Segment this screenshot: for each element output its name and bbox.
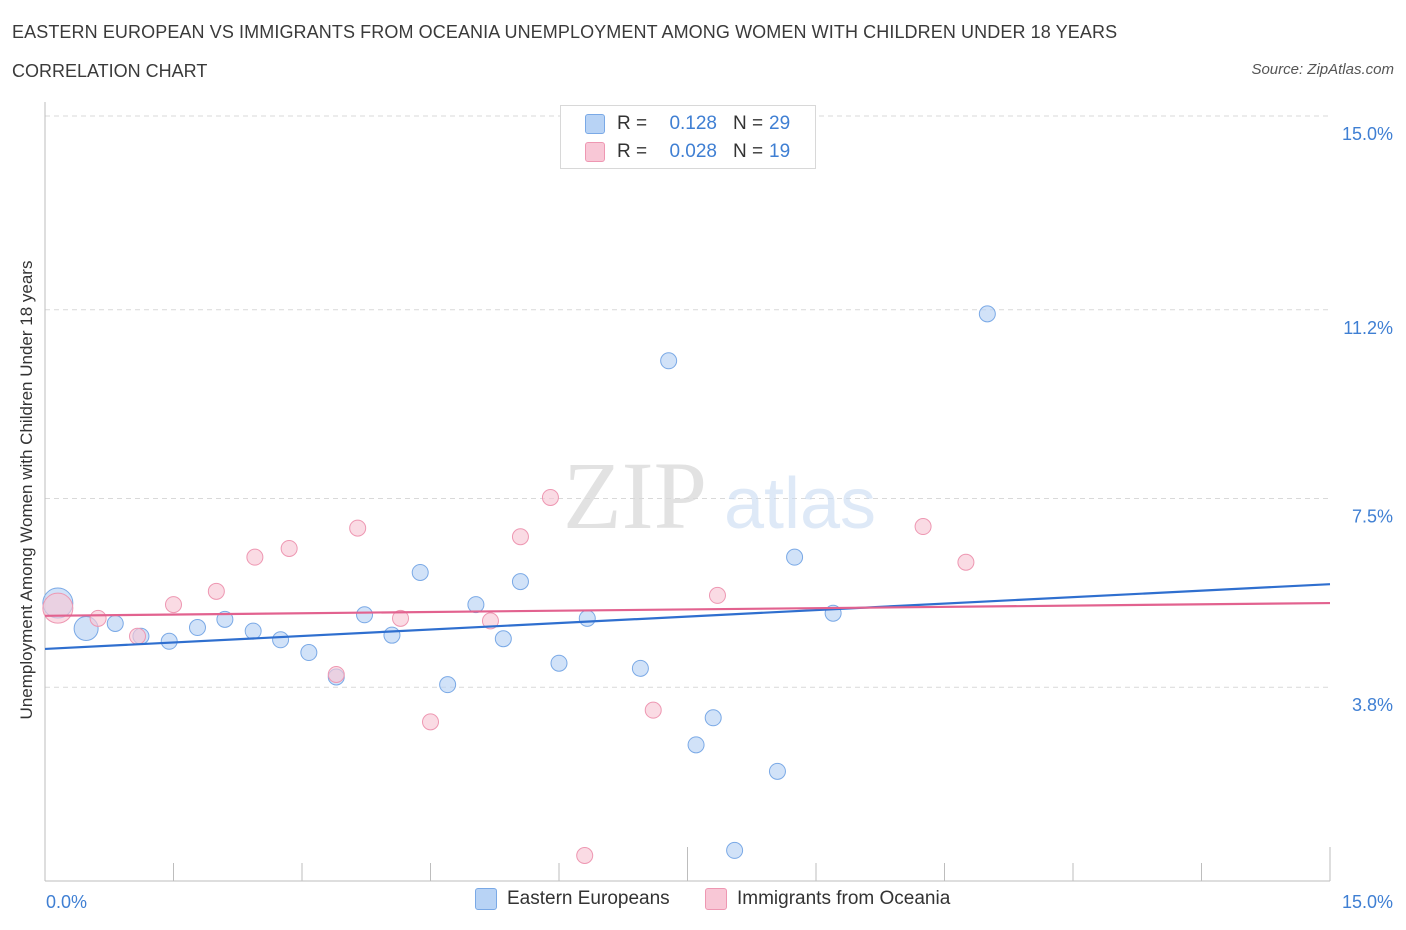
stats-legend-row-eastern-europeans: R = 0.128 N = 29 bbox=[585, 111, 790, 137]
legend-item-eastern-europeans: Eastern Europeans bbox=[475, 888, 670, 910]
scatter-point bbox=[349, 519, 367, 537]
y-tick-label: 15.0% bbox=[1342, 124, 1393, 144]
scatter-point bbox=[129, 627, 147, 645]
trend-line-eastern-europeans bbox=[44, 583, 1331, 651]
legend-label-immigrants-from-oceania: Immigrants from Oceania bbox=[737, 888, 951, 909]
legend-n-label: N = bbox=[733, 113, 764, 134]
scatter-point bbox=[914, 518, 932, 536]
scatter-point bbox=[704, 709, 722, 727]
legend-r-label: R = bbox=[617, 141, 648, 162]
series-legend: Eastern Europeans Immigrants from Oceani… bbox=[0, 888, 1406, 916]
scatter-point bbox=[216, 610, 234, 628]
scatter-point bbox=[660, 352, 678, 370]
scatter-point bbox=[726, 841, 744, 859]
y-tick-label: 3.8% bbox=[1352, 695, 1393, 715]
stats-legend: R = 0.128 N = 29 R = 0.028 N = 19 bbox=[560, 105, 816, 169]
scatter-point bbox=[541, 488, 559, 506]
scatter-point bbox=[631, 659, 649, 677]
scatter-point bbox=[106, 614, 124, 632]
grid-lines bbox=[45, 115, 1330, 688]
scatter-point bbox=[272, 631, 290, 649]
y-axis-label-wrap: Unemployment Among Women with Children U… bbox=[4, 210, 50, 770]
scatter-point bbox=[467, 596, 485, 614]
scatter-point bbox=[786, 548, 804, 566]
scatter-point bbox=[439, 676, 457, 694]
x-tick-label: 15.0% bbox=[1342, 892, 1393, 912]
trend-lines bbox=[44, 583, 1331, 651]
scatter-point bbox=[511, 573, 529, 591]
scatter-point bbox=[392, 609, 410, 627]
series-points-immigrants-from-oceania bbox=[42, 488, 975, 864]
scatter-point bbox=[160, 632, 178, 650]
scatter-point bbox=[300, 644, 318, 662]
axes bbox=[44, 102, 1331, 882]
scatter-point bbox=[481, 612, 499, 630]
scatter-point bbox=[644, 701, 662, 719]
watermark-zip: ZIP bbox=[563, 442, 707, 549]
legend-n-label: N = bbox=[733, 141, 764, 162]
scatter-point bbox=[244, 622, 262, 640]
scatter-point bbox=[578, 609, 596, 627]
scatter-point bbox=[165, 596, 182, 614]
x-tick-label: 0.0% bbox=[46, 892, 87, 912]
scatter-point bbox=[511, 528, 529, 546]
scatter-point bbox=[708, 586, 726, 604]
scatter-point bbox=[494, 630, 512, 648]
legend-r-value: 0.128 bbox=[669, 113, 717, 134]
scatter-point bbox=[383, 626, 401, 644]
scatter-point bbox=[768, 762, 786, 780]
legend-swatch-eastern-europeans bbox=[585, 114, 605, 134]
y-tick-label: 7.5% bbox=[1352, 507, 1393, 527]
legend-item-immigrants-from-oceania: Immigrants from Oceania bbox=[705, 888, 950, 910]
scatter-point bbox=[356, 606, 374, 624]
y-tick-label: 11.2% bbox=[1343, 318, 1393, 338]
legend-swatch-immigrants-from-oceania bbox=[705, 888, 727, 910]
scatter-point bbox=[327, 665, 345, 683]
watermark-atlas: atlas bbox=[724, 464, 876, 544]
y-axis-label: Unemployment Among Women with Children U… bbox=[17, 260, 36, 720]
source-credit: Source: ZipAtlas.com bbox=[1251, 61, 1394, 78]
scatter-point bbox=[207, 582, 225, 600]
legend-r-value: 0.028 bbox=[669, 141, 717, 162]
chart-subtitle: CORRELATION CHART bbox=[12, 61, 208, 81]
scatter-point bbox=[550, 654, 568, 672]
legend-swatch-immigrants-from-oceania bbox=[585, 142, 605, 162]
chart-title: EASTERN EUROPEAN VS IMMIGRANTS FROM OCEA… bbox=[12, 22, 1118, 42]
series-points-eastern-europeans bbox=[42, 305, 996, 859]
stats-legend-row-immigrants-from-oceania: R = 0.028 N = 19 bbox=[585, 139, 790, 165]
legend-n-value: 29 bbox=[769, 113, 791, 134]
x-tick-labels: 0.0% 15.0% bbox=[46, 892, 1393, 912]
trend-line-immigrants-from-oceania bbox=[44, 601, 1331, 617]
scatter-point bbox=[280, 539, 298, 557]
legend-n-value: 19 bbox=[769, 141, 791, 162]
scatter-point bbox=[687, 736, 705, 754]
scatter-point bbox=[422, 713, 439, 731]
scatter-point bbox=[188, 619, 206, 637]
scatter-point bbox=[576, 847, 594, 864]
y-tick-labels: 3.8% 7.5% 11.2% 15.0% bbox=[1342, 124, 1393, 715]
scatter-point bbox=[89, 609, 107, 627]
scatter-point bbox=[246, 548, 264, 566]
scatter-point bbox=[957, 553, 975, 571]
scatter-point bbox=[978, 305, 996, 323]
legend-label-eastern-europeans: Eastern Europeans bbox=[507, 888, 670, 909]
legend-r-label: R = bbox=[617, 113, 648, 134]
legend-swatch-eastern-europeans bbox=[475, 888, 497, 910]
scatter-point bbox=[411, 563, 429, 581]
